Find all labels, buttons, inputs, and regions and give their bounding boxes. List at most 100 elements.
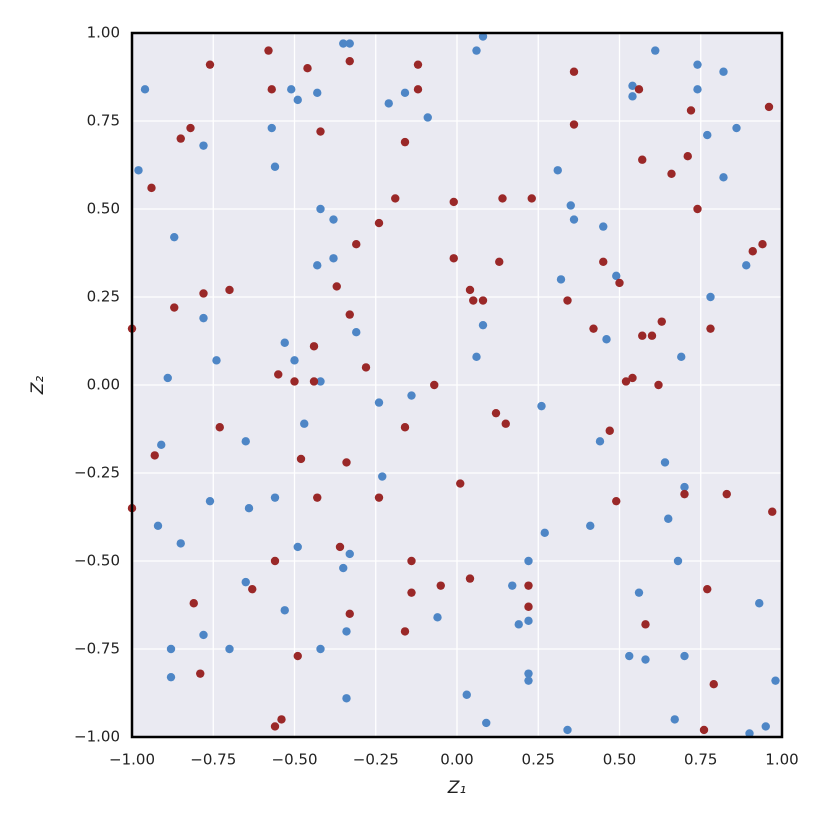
point xyxy=(680,489,689,499)
point xyxy=(277,715,286,724)
y-tick-label: −0.75 xyxy=(74,640,120,658)
point xyxy=(761,722,770,731)
point xyxy=(140,85,150,94)
point xyxy=(524,616,533,626)
point xyxy=(352,328,361,337)
point xyxy=(634,85,644,94)
point xyxy=(657,317,666,326)
point xyxy=(407,391,416,400)
point xyxy=(384,99,393,108)
point xyxy=(199,313,208,323)
point xyxy=(654,380,663,390)
x-tick-label: 1.00 xyxy=(765,751,798,769)
point xyxy=(391,194,400,203)
point xyxy=(378,472,387,481)
point xyxy=(673,556,683,566)
y-tick-label: 0.75 xyxy=(87,112,120,130)
point xyxy=(524,669,533,678)
point xyxy=(332,282,341,291)
point xyxy=(241,577,250,587)
point xyxy=(742,261,751,270)
point xyxy=(647,331,657,340)
point xyxy=(638,155,647,164)
point xyxy=(270,162,280,171)
point xyxy=(280,338,289,347)
point xyxy=(196,669,205,678)
point xyxy=(248,584,257,594)
point xyxy=(478,320,488,330)
point xyxy=(274,370,283,379)
y-tick-label: −0.50 xyxy=(74,552,120,570)
point xyxy=(374,493,384,502)
point xyxy=(625,651,634,661)
point xyxy=(748,247,757,256)
point xyxy=(199,289,208,298)
point xyxy=(703,584,712,594)
point xyxy=(495,257,504,266)
point xyxy=(287,85,296,94)
point xyxy=(433,613,442,622)
point xyxy=(345,549,354,559)
point xyxy=(586,521,595,530)
point xyxy=(147,183,156,193)
point xyxy=(566,201,575,210)
y-axis-label: Z₂ xyxy=(28,376,48,396)
point xyxy=(345,56,354,66)
point xyxy=(413,60,423,69)
point xyxy=(342,694,351,703)
point xyxy=(527,194,536,203)
point xyxy=(199,630,208,640)
point xyxy=(491,408,501,418)
point xyxy=(186,123,195,133)
point xyxy=(641,620,650,629)
point xyxy=(569,215,579,224)
point xyxy=(313,261,322,270)
x-tick-label: 0.50 xyxy=(603,751,636,769)
point xyxy=(170,232,179,242)
point xyxy=(150,451,159,460)
point xyxy=(456,479,465,488)
point xyxy=(680,482,689,492)
point xyxy=(706,324,715,333)
point xyxy=(293,95,302,105)
point xyxy=(244,504,254,513)
point xyxy=(407,588,416,597)
point xyxy=(498,194,507,203)
point xyxy=(215,423,224,432)
point xyxy=(589,324,598,333)
points xyxy=(127,32,780,738)
point xyxy=(469,296,478,305)
point xyxy=(400,423,410,432)
point xyxy=(537,401,546,411)
point xyxy=(335,542,345,552)
point xyxy=(709,680,718,689)
point xyxy=(524,602,533,611)
point xyxy=(342,627,351,636)
point xyxy=(722,489,731,499)
point xyxy=(703,130,712,140)
point xyxy=(290,377,299,386)
point xyxy=(400,627,410,636)
point xyxy=(166,644,176,654)
point xyxy=(569,67,579,76)
point xyxy=(540,528,549,538)
point xyxy=(501,419,510,428)
point xyxy=(303,63,312,73)
point xyxy=(270,556,280,566)
point xyxy=(163,373,172,383)
point xyxy=(316,204,325,214)
point xyxy=(374,398,384,407)
point xyxy=(293,542,302,552)
point xyxy=(462,690,471,699)
point xyxy=(465,574,475,583)
point xyxy=(478,296,488,305)
point xyxy=(309,342,319,351)
point xyxy=(313,493,322,502)
point xyxy=(693,204,702,214)
point xyxy=(280,606,289,615)
point xyxy=(719,173,728,182)
point xyxy=(316,377,325,386)
point xyxy=(134,166,143,175)
point xyxy=(290,356,299,365)
